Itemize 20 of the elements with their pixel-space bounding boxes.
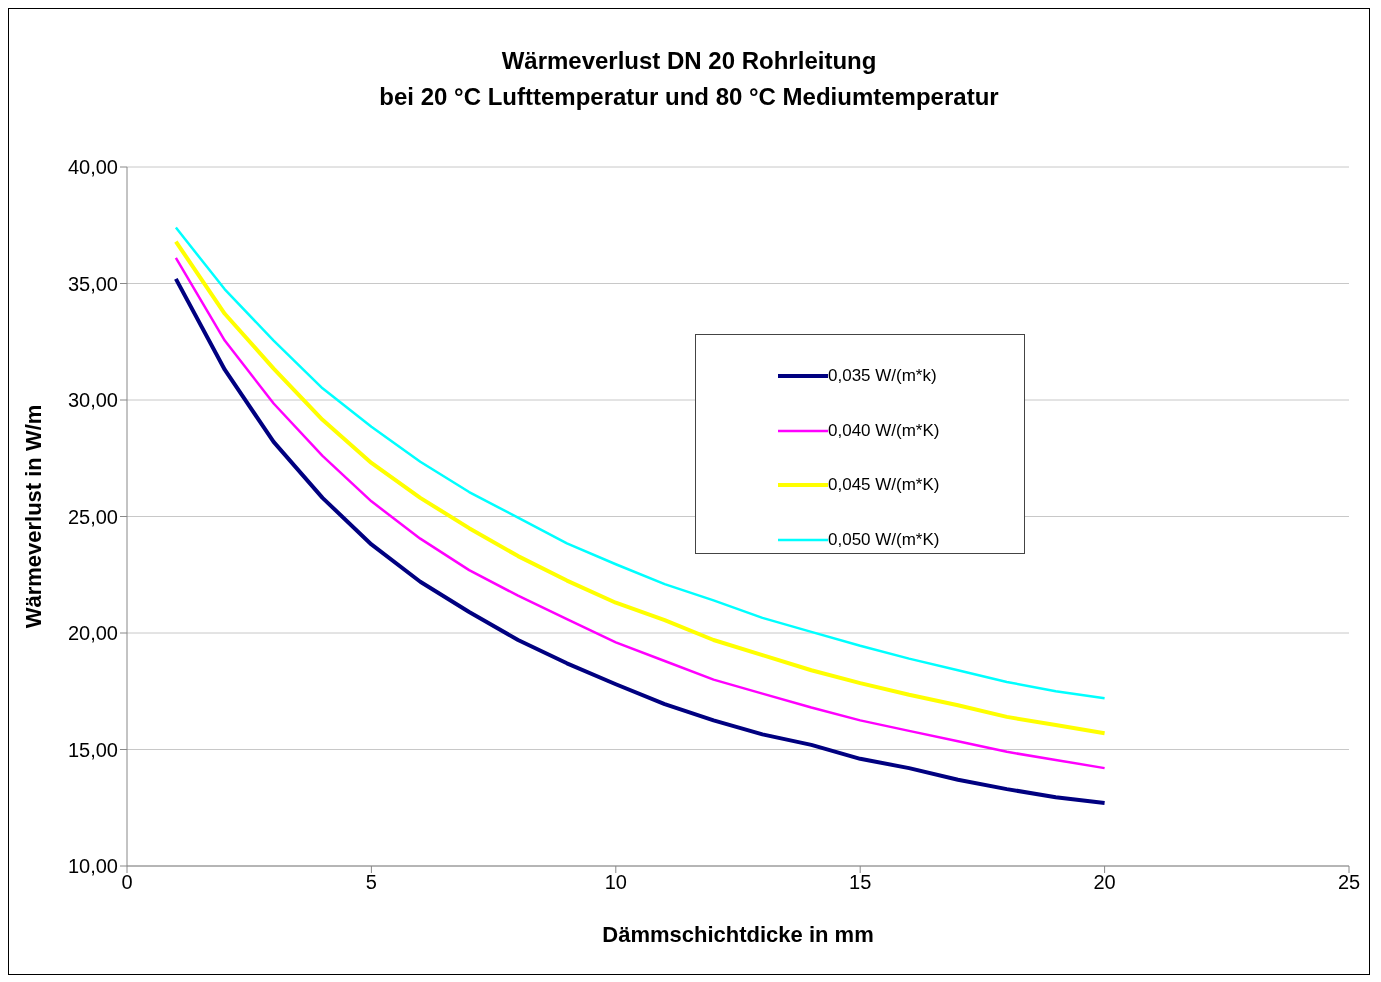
x-tick-label: 15 [849,871,872,894]
x-tick-label: 25 [1337,871,1361,894]
x-axis-title: Dämmschichtdicke in mm [602,922,874,947]
legend-label: 0,035 W/(m*k) [828,366,937,387]
legend-label: 0,045 W/(m*K) [828,475,940,496]
x-tick-label: 5 [365,871,377,894]
y-tick-label: 30,00 [67,389,118,412]
legend-label: 0,040 W/(m*K) [828,420,940,441]
x-tick-label: 0 [121,871,133,894]
x-tick-label: 10 [604,871,627,894]
y-tick-label: 35,00 [67,272,118,295]
y-tick-label: 20,00 [67,622,118,645]
y-axis-title: Wärmeverlust in W/m [20,404,46,629]
y-tick-label: 15,00 [67,738,118,761]
y-tick-label: 10,00 [67,855,118,878]
y-tick-label: 40,00 [67,156,118,179]
legend-label: 0,050 W/(m*K) [828,529,940,550]
chart-title: Wärmeverlust DN 20 Rohrleitung bei 20 °C Lufttemperatur und 80 °C Mediumtemperatur [378,46,1000,112]
y-tick-label: 25,00 [67,505,118,528]
x-tick-label: 20 [1093,871,1116,894]
